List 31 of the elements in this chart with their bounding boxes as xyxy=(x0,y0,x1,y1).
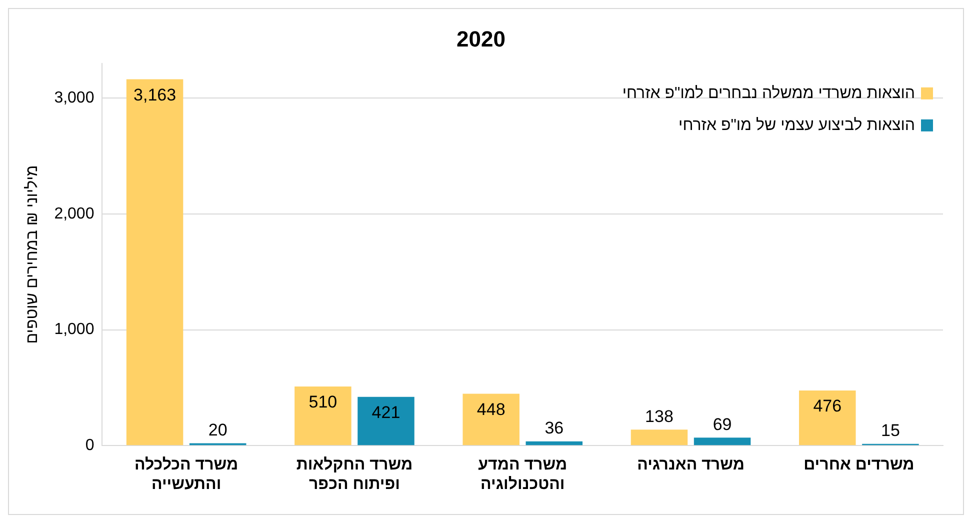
legend-label: הוצאות לביצוע עצמי של מו"פ אזרחי xyxy=(678,116,915,134)
x-tick-label: משרד המדע והטכנולוגיה xyxy=(478,456,568,493)
bar xyxy=(358,396,414,446)
y-tick-label: 2,000 xyxy=(54,205,94,222)
data-label: 3,163 xyxy=(134,85,176,104)
bar xyxy=(694,438,751,446)
x-tick-label: משרד הכלכלה והתעשייה xyxy=(134,456,238,493)
bar xyxy=(462,394,520,446)
data-label: 36 xyxy=(544,418,564,438)
x-tick-label: משרד האנרגיה xyxy=(637,456,744,474)
x-tick-label: משרד החקלאות ופיתוח הכפר xyxy=(296,456,413,493)
legend-label: הוצאות משרדי ממשלה נבחרים למו"פ אזרחי xyxy=(622,84,915,102)
data-label: 15 xyxy=(880,421,900,440)
bar xyxy=(526,441,583,446)
bar xyxy=(126,79,184,446)
data-label: 20 xyxy=(208,420,228,440)
x-tick-label: משרדים אחרים xyxy=(804,456,914,474)
bar xyxy=(294,386,352,446)
data-label: 476 xyxy=(813,396,842,416)
y-tick-label: 1,000 xyxy=(54,321,94,338)
data-label: 138 xyxy=(645,406,674,426)
y-tick-label: 0 xyxy=(85,437,94,454)
bar xyxy=(630,430,688,446)
chart-title: 2020 xyxy=(456,26,506,52)
bar xyxy=(799,390,856,446)
y-tick-label: 3,000 xyxy=(54,90,94,107)
data-label: 448 xyxy=(476,400,506,419)
data-label: 69 xyxy=(712,414,732,434)
data-label: 421 xyxy=(372,403,400,422)
data-label: 510 xyxy=(308,392,338,412)
y-axis-title: מיליוני ₪ במחירים שוטפים xyxy=(23,165,42,344)
